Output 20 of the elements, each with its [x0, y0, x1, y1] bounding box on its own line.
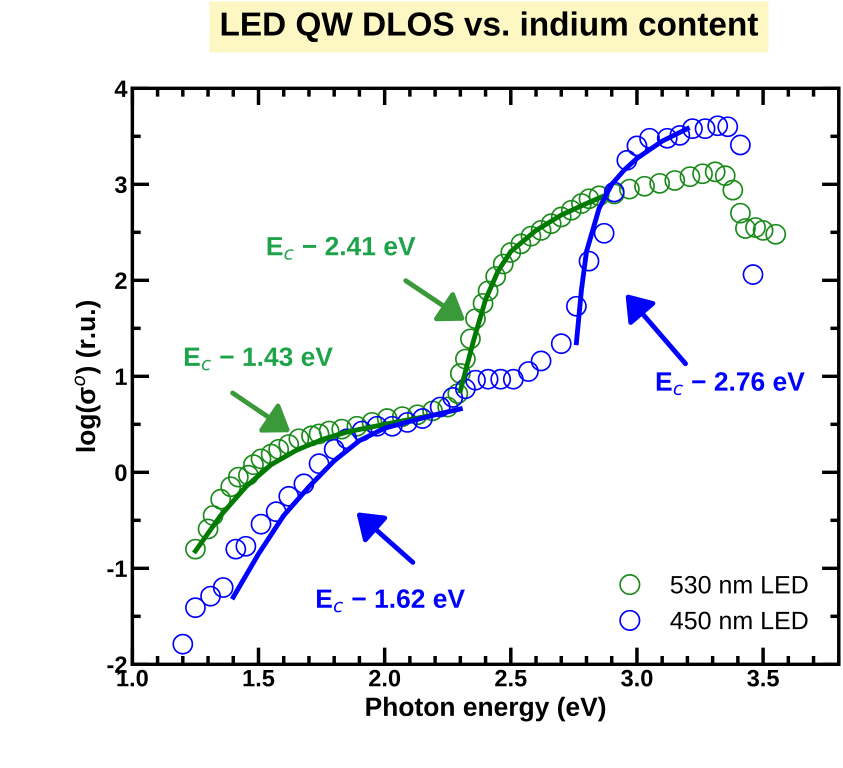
y-tick-label: -1 [107, 560, 127, 577]
legend-label: 530 nm LED [670, 576, 808, 594]
y-axis-title: log(σ$^{o}$) (r.u.) [74, 300, 101, 452]
annotation: E$_{c}$ − 1.62 eV [317, 589, 465, 612]
y-tick-label: 1 [116, 368, 127, 385]
x-tick-label: 2.0 [369, 670, 400, 687]
x-tick-label: 3.0 [621, 670, 652, 687]
chart-title: LED QW DLOS vs. indium content [222, 11, 758, 42]
x-tick-label: 2.5 [495, 670, 527, 687]
x-tick-label: 1.5 [244, 670, 274, 687]
annotation: E$_{c}$ − 2.41 eV [268, 236, 416, 260]
y-tick-label: 4 [114, 80, 128, 97]
annotation: E$_{c}$ − 1.43 eV [184, 347, 333, 370]
annotation: E$_{c}$ − 2.76 eV [656, 372, 805, 396]
y-tick-label: 0 [115, 464, 127, 482]
y-tick-label: 2 [115, 272, 127, 289]
legend-label: 450 nm LED [670, 612, 808, 630]
x-tick-label: 3.5 [747, 670, 779, 687]
y-tick-label: 3 [114, 176, 127, 194]
x-axis-title: Photon energy (eV) [366, 696, 606, 722]
